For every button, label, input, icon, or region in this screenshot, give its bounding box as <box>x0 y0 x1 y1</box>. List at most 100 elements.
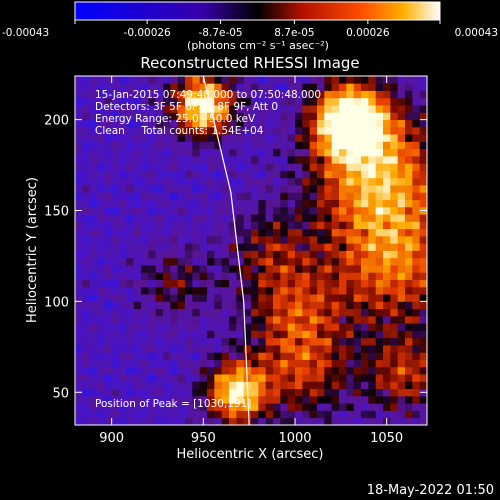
heatmap-cell <box>104 250 113 259</box>
heatmap-cell <box>243 410 252 419</box>
heatmap-cell <box>141 265 149 273</box>
heatmap-cell <box>309 374 318 382</box>
heatmap-cell <box>111 76 120 84</box>
heatmap-cell <box>353 83 362 91</box>
heatmap-cell <box>89 366 98 375</box>
heatmap-cell <box>243 250 252 259</box>
heatmap-cell <box>119 177 127 186</box>
heatmap-cell <box>361 228 369 237</box>
heatmap-cell <box>331 301 340 310</box>
heatmap-cell <box>317 286 325 295</box>
colorbar-unit-label: (photons cm⁻² s⁻¹ asec⁻²) <box>187 39 329 52</box>
heatmap-cell <box>111 185 120 193</box>
heatmap-cell <box>383 119 391 128</box>
heatmap-cell <box>251 417 259 425</box>
heatmap-cell <box>287 337 296 346</box>
heatmap-cell <box>273 90 281 99</box>
x-tick-label: 1000 <box>278 431 311 446</box>
heatmap-cell <box>309 235 318 244</box>
heatmap-cell <box>104 221 113 230</box>
heatmap-cell <box>89 185 98 193</box>
heatmap-cell <box>119 105 127 113</box>
heatmap-cell <box>331 170 340 179</box>
heatmap-cell <box>221 352 230 360</box>
heatmap-cell <box>324 214 333 222</box>
heatmap-cell <box>199 323 208 331</box>
heatmap-cell <box>412 323 421 331</box>
heatmap-cell <box>412 235 421 244</box>
heatmap-cell <box>148 315 157 324</box>
heatmap-cell <box>368 308 377 317</box>
heatmap-cell <box>75 97 83 106</box>
heatmap-cell <box>295 410 303 419</box>
heatmap-cell <box>119 141 127 150</box>
heatmap-cell <box>265 257 274 266</box>
heatmap-cell <box>119 272 127 280</box>
heatmap-cell <box>317 235 325 244</box>
heatmap-cell <box>207 221 215 230</box>
heatmap-cell <box>126 294 135 302</box>
heatmap-cell <box>412 185 421 193</box>
heatmap-cell <box>405 308 413 317</box>
heatmap-cell <box>111 315 120 324</box>
heatmap-cell <box>192 294 201 302</box>
heatmap-cell <box>185 163 193 171</box>
heatmap-cell <box>412 221 421 230</box>
heatmap-cell <box>214 76 223 84</box>
heatmap-cell <box>97 403 105 411</box>
heatmap-cell <box>375 410 384 419</box>
heatmap-cell <box>207 352 215 360</box>
heatmap-cell <box>368 374 377 382</box>
heatmap-cell <box>133 381 142 390</box>
heatmap-cell <box>383 83 391 91</box>
heatmap-cell <box>317 192 325 200</box>
heatmap-cell <box>346 286 355 295</box>
heatmap-cell <box>155 221 164 230</box>
heatmap-cell <box>104 155 113 164</box>
heatmap-cell <box>155 294 164 302</box>
heatmap-cell <box>397 265 406 273</box>
heatmap-cell <box>302 250 311 259</box>
heatmap-cell <box>397 352 406 360</box>
heatmap-cell <box>309 76 318 84</box>
heatmap-cell <box>295 221 303 230</box>
heatmap-cell <box>258 192 267 200</box>
heatmap-cell <box>75 170 83 179</box>
heatmap-cell <box>119 257 127 266</box>
heatmap-cell <box>405 352 413 360</box>
heatmap-cell <box>339 192 347 200</box>
heatmap-cell <box>199 301 208 310</box>
heatmap-cell <box>177 148 186 157</box>
heatmap-cell <box>405 417 413 425</box>
heatmap-cell <box>75 221 83 230</box>
heatmap-cell <box>97 119 105 128</box>
heatmap-cell <box>214 286 223 295</box>
heatmap-cell <box>119 97 127 106</box>
heatmap-cell <box>287 126 296 135</box>
heatmap-cell <box>199 170 208 179</box>
heatmap-cell <box>405 359 413 368</box>
heatmap-cell <box>265 366 274 375</box>
heatmap-cell <box>405 170 413 179</box>
heatmap-cell <box>97 301 105 310</box>
heatmap-cell <box>229 345 237 353</box>
heatmap-cell <box>361 417 369 425</box>
heatmap-cell <box>243 286 252 295</box>
annotation-energy: Energy Range: 25.0 - 50.0 keV <box>95 113 256 125</box>
heatmap-cell <box>317 250 325 259</box>
heatmap-cell <box>185 214 193 222</box>
heatmap-cell <box>111 192 120 200</box>
heatmap-cell <box>207 148 215 157</box>
heatmap-cell <box>324 279 333 288</box>
heatmap-cell <box>111 308 120 317</box>
heatmap-cell <box>412 90 421 99</box>
heatmap-cell <box>236 395 245 404</box>
heatmap-cell <box>390 155 399 164</box>
heatmap-cell <box>141 395 149 404</box>
heatmap-cell <box>251 301 259 310</box>
heatmap-cell <box>229 265 237 273</box>
heatmap-cell <box>207 134 215 142</box>
heatmap-cell <box>185 235 193 244</box>
heatmap-cell <box>75 126 83 135</box>
heatmap-cell <box>236 323 245 331</box>
